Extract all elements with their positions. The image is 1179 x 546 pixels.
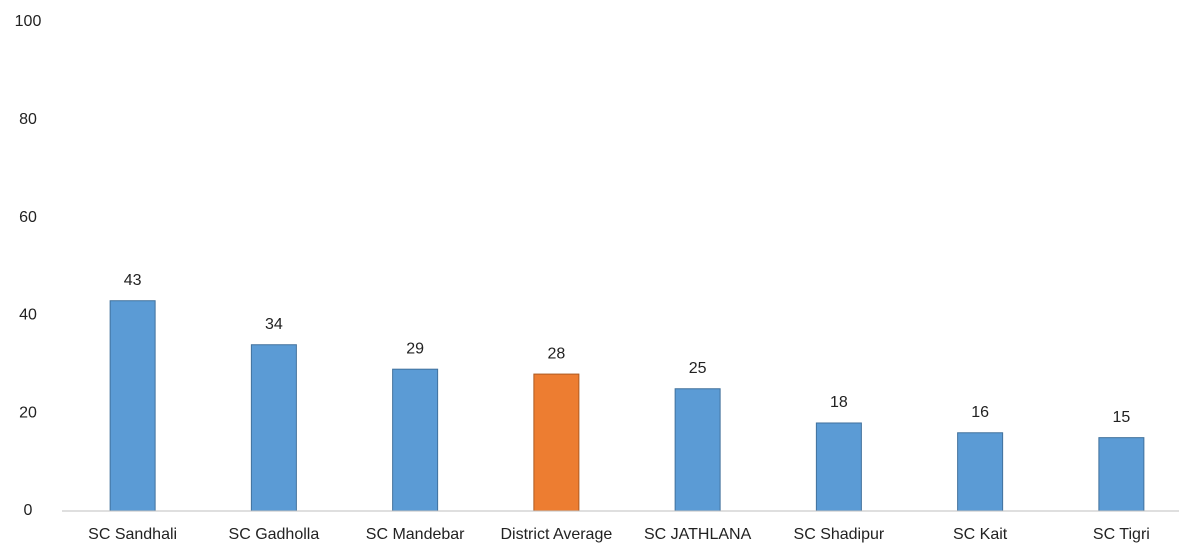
bar bbox=[392, 368, 439, 512]
x-tick-label: SC Tigri bbox=[1093, 526, 1150, 543]
x-tick-label: SC JATHLANA bbox=[644, 526, 752, 543]
bar bbox=[1098, 437, 1145, 512]
bar bbox=[957, 432, 1004, 512]
data-label: 29 bbox=[406, 340, 424, 357]
data-label: 43 bbox=[124, 272, 142, 289]
bar bbox=[250, 344, 297, 512]
y-tick-label: 0 bbox=[24, 502, 33, 519]
data-label: 28 bbox=[547, 345, 565, 362]
x-tick-label: SC Mandebar bbox=[366, 526, 465, 543]
y-tick-label: 60 bbox=[19, 209, 37, 226]
x-tick-label: SC Shadipur bbox=[794, 526, 885, 543]
data-label: 16 bbox=[971, 404, 989, 421]
x-tick-label: SC Gadholla bbox=[229, 526, 320, 543]
y-tick-label: 80 bbox=[19, 111, 37, 128]
x-tick-label: SC Sandhali bbox=[88, 526, 177, 543]
y-tick-label: 20 bbox=[19, 404, 37, 421]
data-label: 25 bbox=[689, 360, 707, 377]
data-label: 18 bbox=[830, 394, 848, 411]
y-tick-label: 100 bbox=[15, 13, 42, 30]
bar bbox=[674, 388, 721, 512]
y-tick-label: 40 bbox=[19, 307, 37, 324]
bar bbox=[533, 373, 580, 512]
x-tick-label: District Average bbox=[501, 526, 613, 543]
bar bbox=[815, 422, 862, 512]
x-tick-label: SC Kait bbox=[953, 526, 1008, 543]
data-label: 15 bbox=[1112, 409, 1130, 426]
data-label: 34 bbox=[265, 316, 283, 333]
bar bbox=[109, 300, 156, 512]
